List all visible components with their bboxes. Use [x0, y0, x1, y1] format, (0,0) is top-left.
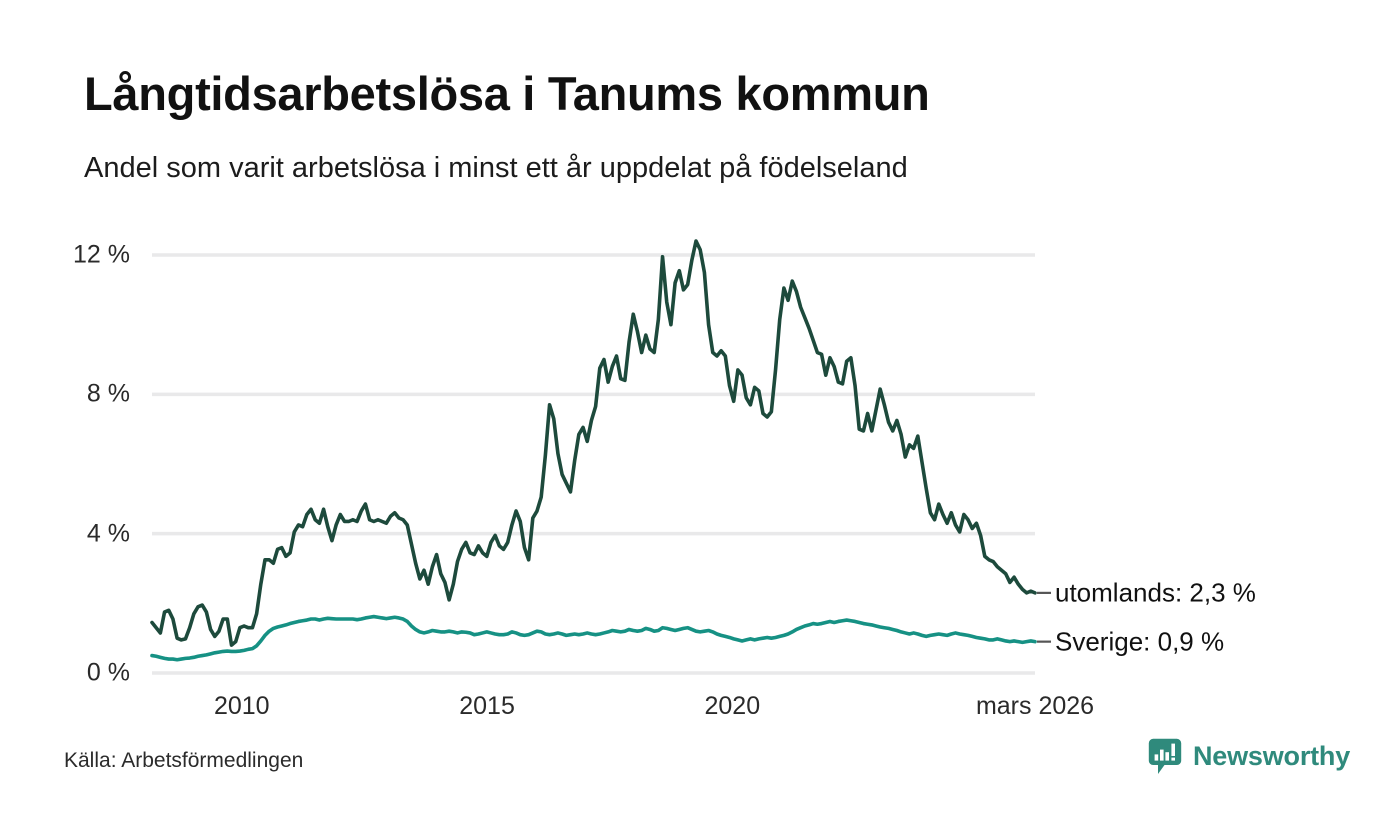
newsworthy-logo[interactable]: Newsworthy — [1148, 738, 1350, 775]
source-note: Källa: Arbetsförmedlingen — [64, 749, 304, 772]
page-title: Långtidsarbetslösa i Tanums kommun — [84, 67, 930, 120]
y-tick-label: 0 % — [86, 658, 130, 687]
series-line-Sverige — [150, 614, 1037, 662]
series-lines — [150, 239, 1037, 662]
series-label-Sverige: Sverige: 0,9 % — [1055, 626, 1225, 657]
page-subtitle: Andel som varit arbetslösa i minst ett å… — [84, 152, 908, 184]
y-tick-label: 12 % — [73, 240, 130, 269]
label-connectors — [1037, 591, 1051, 643]
x-tick-label: 2010 — [213, 692, 270, 720]
x-tick-label: mars 2026 — [975, 692, 1095, 720]
chart-bubble-icon — [1148, 738, 1182, 774]
x-tick-label: 2020 — [704, 692, 761, 720]
series-line-utomlands — [150, 239, 1037, 647]
y-tick-label: 8 % — [86, 379, 130, 408]
x-tick-label: 2015 — [459, 692, 515, 720]
logo-wordmark: Newsworthy — [1193, 741, 1351, 771]
y-tick-label: 4 % — [86, 519, 130, 548]
gridlines — [152, 253, 1035, 675]
series-label-utomlands: utomlands: 2,3 % — [1055, 577, 1256, 608]
